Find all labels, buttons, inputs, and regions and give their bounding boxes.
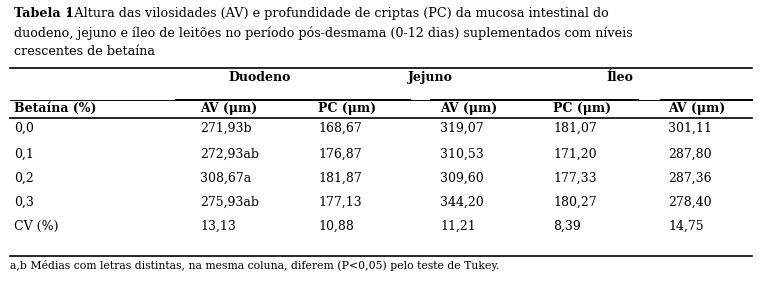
Text: 0,1: 0,1 bbox=[14, 148, 34, 161]
Text: 176,87: 176,87 bbox=[318, 148, 362, 161]
Text: AV (μm): AV (μm) bbox=[440, 102, 498, 115]
Text: 0,0: 0,0 bbox=[14, 122, 34, 135]
Text: 10,88: 10,88 bbox=[318, 220, 354, 233]
Text: Íleo: Íleo bbox=[607, 71, 633, 84]
Text: 319,07: 319,07 bbox=[440, 122, 484, 135]
Text: 287,36: 287,36 bbox=[668, 172, 712, 185]
Text: 0,3: 0,3 bbox=[14, 196, 34, 209]
Text: PC (μm): PC (μm) bbox=[553, 102, 611, 115]
Text: a,b Médias com letras distintas, na mesma coluna, diferem (P<0,05) pelo teste de: a,b Médias com letras distintas, na mesm… bbox=[10, 260, 499, 271]
Text: crescentes de betaína: crescentes de betaína bbox=[14, 45, 155, 58]
Text: 13,13: 13,13 bbox=[200, 220, 236, 233]
Text: AV (μm): AV (μm) bbox=[668, 102, 725, 115]
Text: Betaína (%): Betaína (%) bbox=[14, 102, 97, 115]
Text: CV (%): CV (%) bbox=[14, 220, 59, 233]
Text: 180,27: 180,27 bbox=[553, 196, 597, 209]
Text: 177,13: 177,13 bbox=[318, 196, 362, 209]
Text: 309,60: 309,60 bbox=[440, 172, 484, 185]
Text: AV (μm): AV (μm) bbox=[200, 102, 258, 115]
Text: 14,75: 14,75 bbox=[668, 220, 703, 233]
Text: 308,67a: 308,67a bbox=[200, 172, 251, 185]
Text: 287,80: 287,80 bbox=[668, 148, 712, 161]
Text: 8,39: 8,39 bbox=[553, 220, 581, 233]
Text: 171,20: 171,20 bbox=[553, 148, 597, 161]
Text: 181,07: 181,07 bbox=[553, 122, 597, 135]
Text: 278,40: 278,40 bbox=[668, 196, 712, 209]
Text: 301,11: 301,11 bbox=[668, 122, 712, 135]
Text: Duodeno: Duodeno bbox=[229, 71, 291, 84]
Text: 168,67: 168,67 bbox=[318, 122, 362, 135]
Text: 11,21: 11,21 bbox=[440, 220, 475, 233]
Text: 344,20: 344,20 bbox=[440, 196, 484, 209]
Text: 0,2: 0,2 bbox=[14, 172, 34, 185]
Text: Tabela 1: Tabela 1 bbox=[14, 7, 74, 20]
Text: 272,93ab: 272,93ab bbox=[200, 148, 259, 161]
Text: 275,93ab: 275,93ab bbox=[200, 196, 259, 209]
Text: 181,87: 181,87 bbox=[318, 172, 362, 185]
Text: Jejuno: Jejuno bbox=[408, 71, 453, 84]
Text: 177,33: 177,33 bbox=[553, 172, 597, 185]
Text: PC (μm): PC (μm) bbox=[318, 102, 376, 115]
Text: duodeno, jejuno e íleo de leitões no período pós-desmama (0-12 dias) suplementad: duodeno, jejuno e íleo de leitões no per… bbox=[14, 26, 632, 39]
Text: 310,53: 310,53 bbox=[440, 148, 484, 161]
Text: 271,93b: 271,93b bbox=[200, 122, 251, 135]
Text: : Altura das vilosidades (AV) e profundidade de criptas (PC) da mucosa intestina: : Altura das vilosidades (AV) e profundi… bbox=[66, 7, 609, 20]
